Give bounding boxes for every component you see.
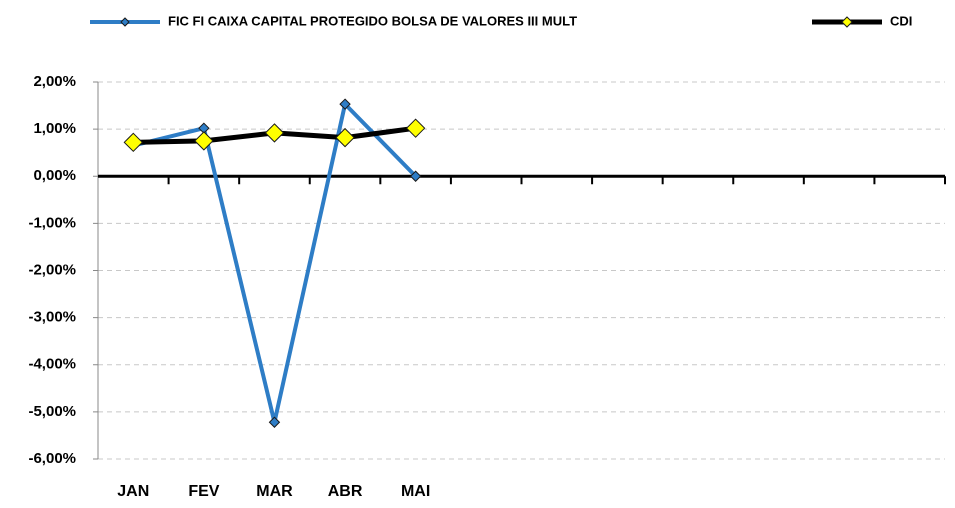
marker (339, 98, 351, 110)
marker (194, 131, 214, 151)
marker (268, 416, 281, 428)
y-tick-label: -3,00% (28, 309, 76, 326)
x-tick-label: JAN (117, 483, 149, 500)
y-tick-label: -4,00% (28, 356, 76, 373)
marker (409, 170, 422, 182)
y-tick-label: 2,00% (33, 73, 76, 90)
y-tick-label: 0,00% (33, 167, 76, 184)
series-line (132, 102, 418, 425)
legend-marker (120, 17, 130, 27)
x-tick-label: MAI (401, 483, 430, 500)
legend-label: FIC FI CAIXA CAPITAL PROTEGIDO BOLSA DE … (168, 13, 577, 28)
legend-marker (841, 16, 853, 28)
marker (335, 127, 355, 148)
y-tick-label: -5,00% (28, 403, 76, 420)
y-tick-label: -1,00% (28, 214, 76, 231)
marker (123, 132, 143, 153)
y-tick-label: 1,00% (33, 120, 76, 137)
marker (405, 118, 426, 138)
marker (264, 123, 285, 143)
x-tick-label: ABR (328, 483, 363, 500)
x-tick-label: MAR (256, 483, 293, 500)
legend-label: CDI (890, 13, 912, 28)
y-tick-label: -6,00% (28, 450, 76, 467)
x-tick-label: FEV (188, 483, 219, 500)
y-tick-label: -2,00% (28, 261, 76, 278)
